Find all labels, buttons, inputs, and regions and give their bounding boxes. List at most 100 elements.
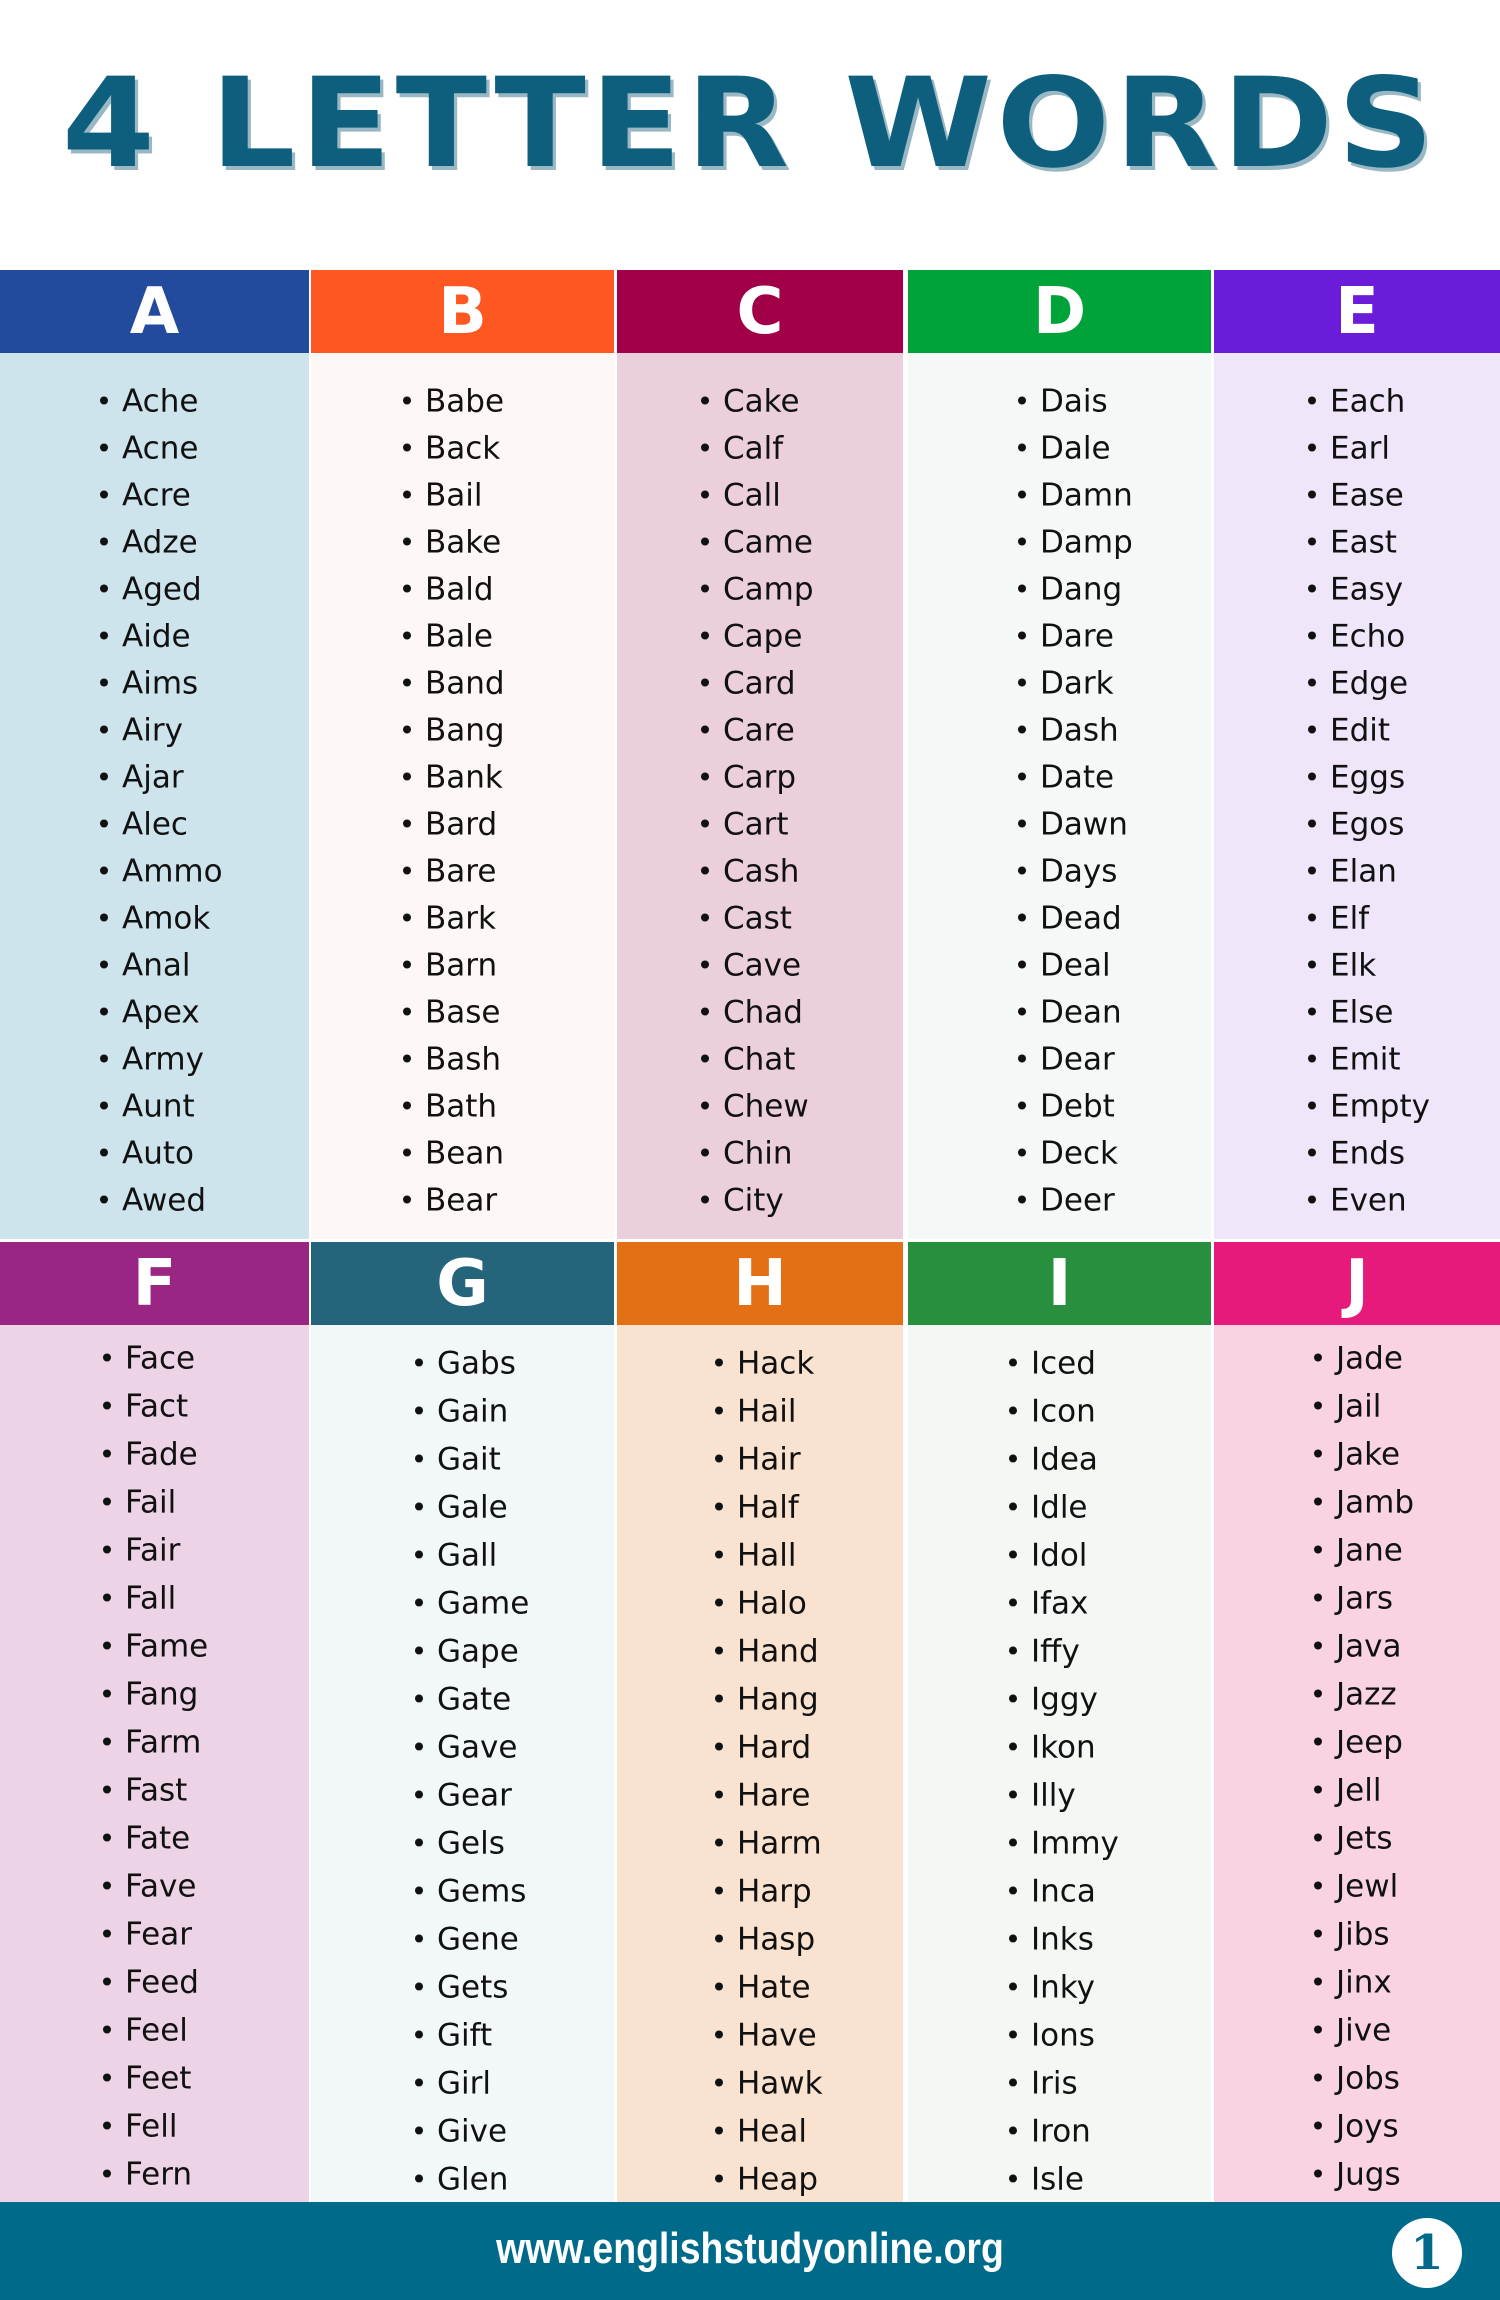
- list-item: Idea: [1009, 1444, 1098, 1476]
- list-item: Jibs: [1314, 1919, 1390, 1951]
- list-item: Bard: [403, 809, 497, 841]
- list-item: Heap: [715, 2164, 818, 2196]
- list-item: Hasp: [715, 1924, 815, 1956]
- list-item: Date: [1018, 762, 1114, 794]
- column-header-e: E: [1214, 270, 1500, 353]
- list-item: Debt: [1018, 1091, 1115, 1123]
- list-item: Bash: [403, 1044, 501, 1076]
- list-item: Inky: [1009, 1972, 1095, 2004]
- list-item: Fear: [103, 1919, 192, 1951]
- list-item: Awed: [100, 1185, 206, 1217]
- list-item: Aide: [100, 621, 191, 653]
- column-header-f: F: [0, 1242, 309, 1325]
- list-item: Gems: [415, 1876, 526, 1908]
- list-item: Isle: [1009, 2164, 1084, 2196]
- list-item: Gear: [415, 1780, 512, 1812]
- list-item: Call: [701, 480, 781, 512]
- list-item: Chin: [701, 1138, 793, 1170]
- column-header-c: C: [617, 270, 903, 353]
- list-item: Airy: [100, 715, 183, 747]
- list-item: Jell: [1314, 1775, 1381, 1807]
- list-item: Gave: [415, 1732, 517, 1764]
- list-item: Jane: [1314, 1535, 1403, 1567]
- list-item: Feed: [103, 1967, 199, 1999]
- list-item: Dean: [1018, 997, 1122, 1029]
- list-item: Bake: [403, 527, 501, 559]
- list-item: Band: [403, 668, 505, 700]
- list-item: Empty: [1308, 1091, 1430, 1123]
- list-item: Halo: [715, 1588, 807, 1620]
- list-item: Babe: [403, 386, 504, 418]
- list-item: Damn: [1018, 480, 1133, 512]
- list-item: Give: [415, 2116, 507, 2148]
- list-item: Base: [403, 997, 501, 1029]
- list-item: Emit: [1308, 1044, 1401, 1076]
- list-item: Bath: [403, 1091, 497, 1123]
- list-item: Easy: [1308, 574, 1403, 606]
- list-item: Ends: [1308, 1138, 1405, 1170]
- list-item: Java: [1314, 1631, 1401, 1663]
- list-item: Joys: [1314, 2111, 1399, 2143]
- list-item: Fast: [103, 1775, 187, 1807]
- list-item: Hail: [715, 1396, 797, 1428]
- list-item: Jars: [1314, 1583, 1393, 1615]
- list-item: Glen: [415, 2164, 508, 2196]
- list-item: Bale: [403, 621, 493, 653]
- list-item: Half: [715, 1492, 799, 1524]
- list-item: Jinx: [1314, 1967, 1392, 1999]
- list-item: Jive: [1314, 2015, 1391, 2047]
- list-item: Cast: [701, 903, 792, 935]
- list-item: Jets: [1314, 1823, 1393, 1855]
- list-item: Aged: [100, 574, 202, 606]
- list-item: Iffy: [1009, 1636, 1080, 1668]
- list-item: City: [701, 1185, 784, 1217]
- list-item: Fave: [103, 1871, 196, 1903]
- list-item: Jugs: [1314, 2159, 1401, 2191]
- list-item: Jobs: [1314, 2063, 1400, 2095]
- list-item: Echo: [1308, 621, 1405, 653]
- list-item: Fang: [103, 1679, 198, 1711]
- list-item: Fell: [103, 2111, 177, 2143]
- list-item: Hang: [715, 1684, 819, 1716]
- list-item: Jade: [1314, 1343, 1403, 1375]
- list-item: Back: [403, 433, 500, 465]
- list-item: Idol: [1009, 1540, 1087, 1572]
- list-item: Hard: [715, 1732, 811, 1764]
- list-item: Dang: [1018, 574, 1122, 606]
- list-item: Iggy: [1009, 1684, 1098, 1716]
- list-item: Have: [715, 2020, 817, 2052]
- list-item: Camp: [701, 574, 814, 606]
- list-item: Else: [1308, 997, 1393, 1029]
- list-item: Fern: [103, 2159, 192, 2191]
- list-item: Cash: [701, 856, 799, 888]
- list-item: Days: [1018, 856, 1117, 888]
- list-item: Iced: [1009, 1348, 1096, 1380]
- column-header-j: J: [1214, 1242, 1500, 1325]
- list-item: Chat: [701, 1044, 795, 1076]
- list-item: Dale: [1018, 433, 1111, 465]
- list-item: Hack: [715, 1348, 814, 1380]
- list-item: Ikon: [1009, 1732, 1096, 1764]
- list-item: Carp: [701, 762, 796, 794]
- list-item: Gait: [415, 1444, 501, 1476]
- list-item: Harm: [715, 1828, 822, 1860]
- list-item: Deck: [1018, 1138, 1118, 1170]
- list-item: Girl: [415, 2068, 491, 2100]
- list-item: Gape: [415, 1636, 519, 1668]
- list-item: Gabs: [415, 1348, 516, 1380]
- list-item: Egos: [1308, 809, 1404, 841]
- list-item: Dead: [1018, 903, 1122, 935]
- list-item: Jewl: [1314, 1871, 1398, 1903]
- list-item: Came: [701, 527, 813, 559]
- list-item: Hall: [715, 1540, 797, 1572]
- list-item: Aims: [100, 668, 198, 700]
- website-url[interactable]: www.englishstudyonline.org: [496, 2224, 1004, 2273]
- column-header-a: A: [0, 270, 309, 353]
- list-item: Bare: [403, 856, 496, 888]
- list-item: Fate: [103, 1823, 190, 1855]
- list-item: Cake: [701, 386, 800, 418]
- list-item: Icon: [1009, 1396, 1096, 1428]
- list-item: Face: [103, 1343, 195, 1375]
- list-item: Bang: [403, 715, 505, 747]
- list-item: Army: [100, 1044, 204, 1076]
